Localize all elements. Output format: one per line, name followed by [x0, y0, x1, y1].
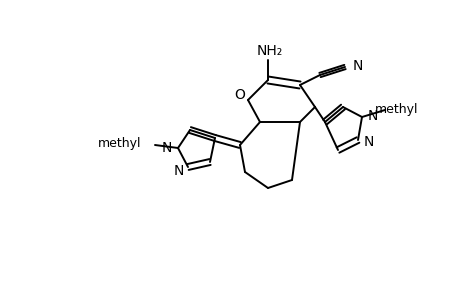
Text: N: N — [161, 141, 172, 155]
Text: N: N — [173, 164, 184, 178]
Text: O: O — [234, 88, 245, 102]
Text: N: N — [363, 135, 374, 149]
Text: N: N — [352, 59, 363, 73]
Text: N: N — [367, 109, 378, 123]
Text: NH₂: NH₂ — [256, 44, 282, 58]
Text: methyl: methyl — [375, 103, 418, 116]
Text: methyl: methyl — [97, 137, 141, 151]
